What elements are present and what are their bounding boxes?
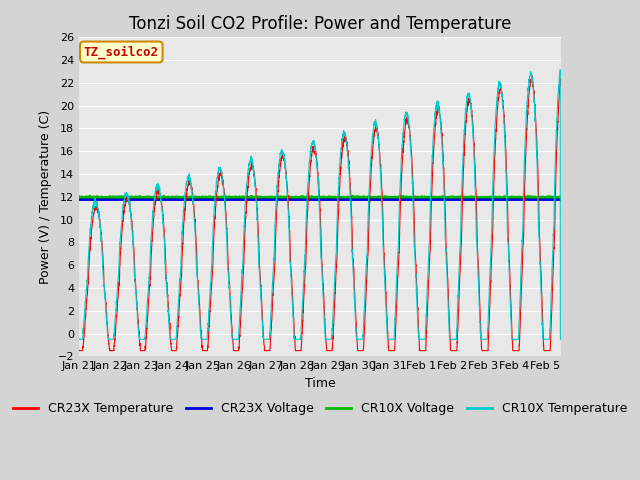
Text: TZ_soilco2: TZ_soilco2: [84, 45, 159, 59]
Y-axis label: Power (V) / Temperature (C): Power (V) / Temperature (C): [39, 110, 52, 284]
Title: Tonzi Soil CO2 Profile: Power and Temperature: Tonzi Soil CO2 Profile: Power and Temper…: [129, 15, 511, 33]
Legend: CR23X Temperature, CR23X Voltage, CR10X Voltage, CR10X Temperature: CR23X Temperature, CR23X Voltage, CR10X …: [8, 397, 632, 420]
X-axis label: Time: Time: [305, 377, 335, 390]
